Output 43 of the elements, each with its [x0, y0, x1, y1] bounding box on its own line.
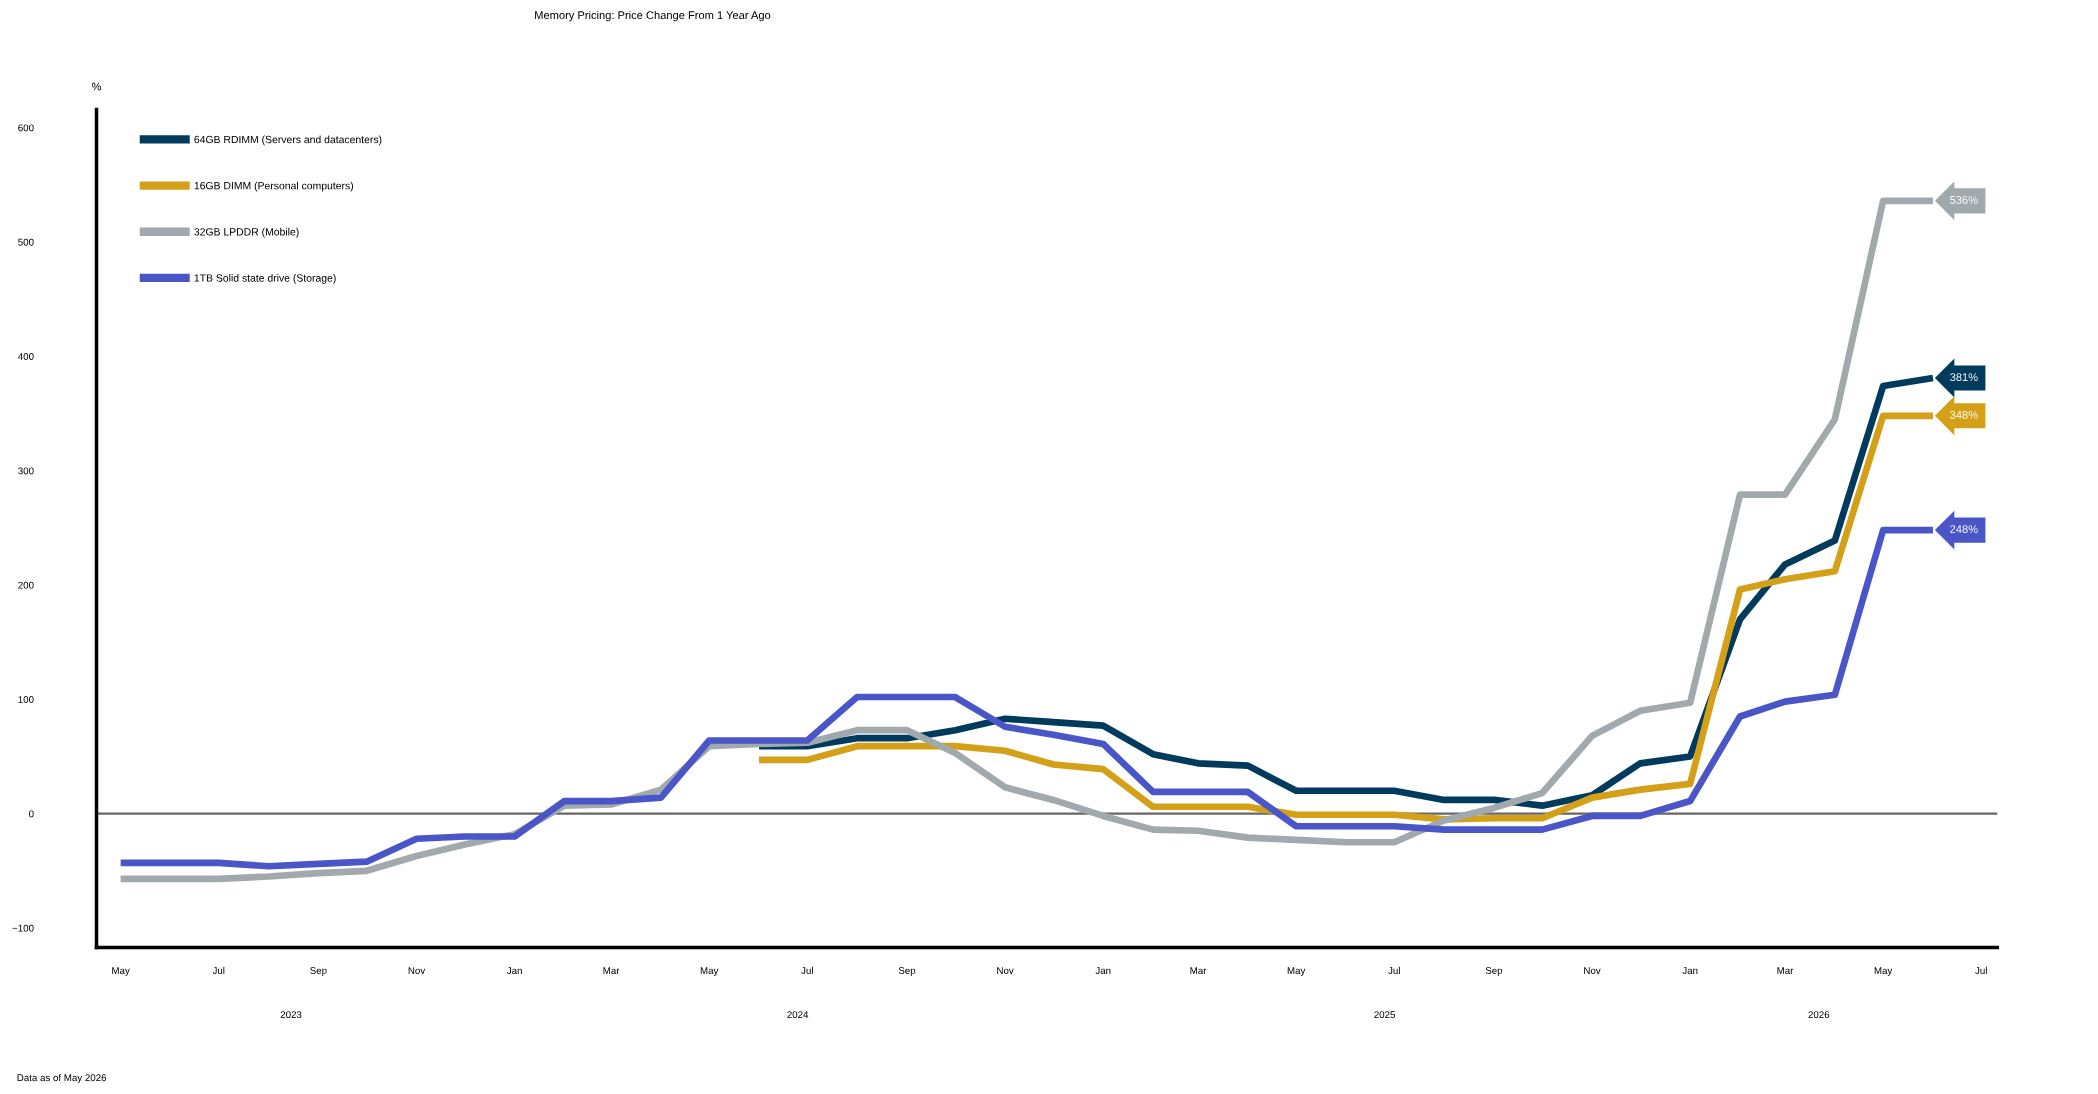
x-tick-label: Jul: [1975, 966, 1987, 974]
x-tick-label: Nov: [997, 967, 1014, 974]
y-tick-label: 100: [18, 696, 34, 703]
legend-label: 32GB LPDDR (Mobile): [194, 227, 299, 238]
x-tick-label: Mar: [1190, 967, 1207, 974]
y-tick-label: 0: [28, 810, 34, 818]
text: Data as of May 2026: [17, 1074, 107, 1084]
x2-tick-label: 2025: [1374, 1011, 1396, 1019]
x-tick-label: May: [112, 967, 130, 976]
x-tick-label: Mar: [603, 967, 620, 974]
x2-tick-label: 2026: [1808, 1011, 1830, 1019]
y-tick-label: 200: [18, 581, 34, 589]
x2-tick-label: 2024: [787, 1011, 809, 1019]
legend-label: 64GB RDIMM (Servers and datacenters): [194, 135, 382, 146]
x-tick-label: May: [700, 967, 719, 976]
x-tick-label: May: [1287, 967, 1306, 976]
data-label: 348%: [1950, 410, 1978, 419]
x-tick-label: Jul: [1388, 966, 1400, 974]
data-label: 381%: [1950, 373, 1978, 382]
x-tick-label: Nov: [1584, 967, 1601, 974]
x-tick-label: Mar: [1777, 967, 1794, 974]
x-tick-label: Sep: [1485, 967, 1503, 976]
x-tick-label: Sep: [898, 967, 916, 976]
legend-label: 16GB DIMM (Personal computers): [194, 181, 354, 192]
y-tick-label: 600: [18, 124, 34, 132]
chart-title: Memory Pricing: Price Change From 1 Year Ago: [535, 10, 771, 22]
data-label: 248%: [1950, 525, 1978, 534]
legend-label: 1TB Solid state drive (Storage): [194, 274, 336, 284]
y-tick-label: 400: [18, 353, 34, 360]
x-tick-label: Jul: [801, 966, 813, 974]
x-tick-label: Sep: [310, 967, 327, 976]
x-tick-label: Jan: [506, 967, 522, 974]
y-tick-label: 500: [18, 238, 34, 246]
x-tick-label: Jan: [1682, 967, 1698, 974]
x-tick-label: Jul: [212, 966, 225, 974]
x2-tick-label: 2023: [280, 1011, 302, 1019]
x-tick-label: Jan: [1095, 967, 1111, 974]
x-tick-label: Nov: [408, 967, 426, 974]
data-label: 536%: [1950, 195, 1978, 204]
y-tick-label: 300: [18, 467, 34, 475]
y-tick-label: −100: [12, 924, 34, 932]
x-tick-label: May: [1874, 967, 1893, 976]
y-axis-title: %: [91, 82, 102, 91]
